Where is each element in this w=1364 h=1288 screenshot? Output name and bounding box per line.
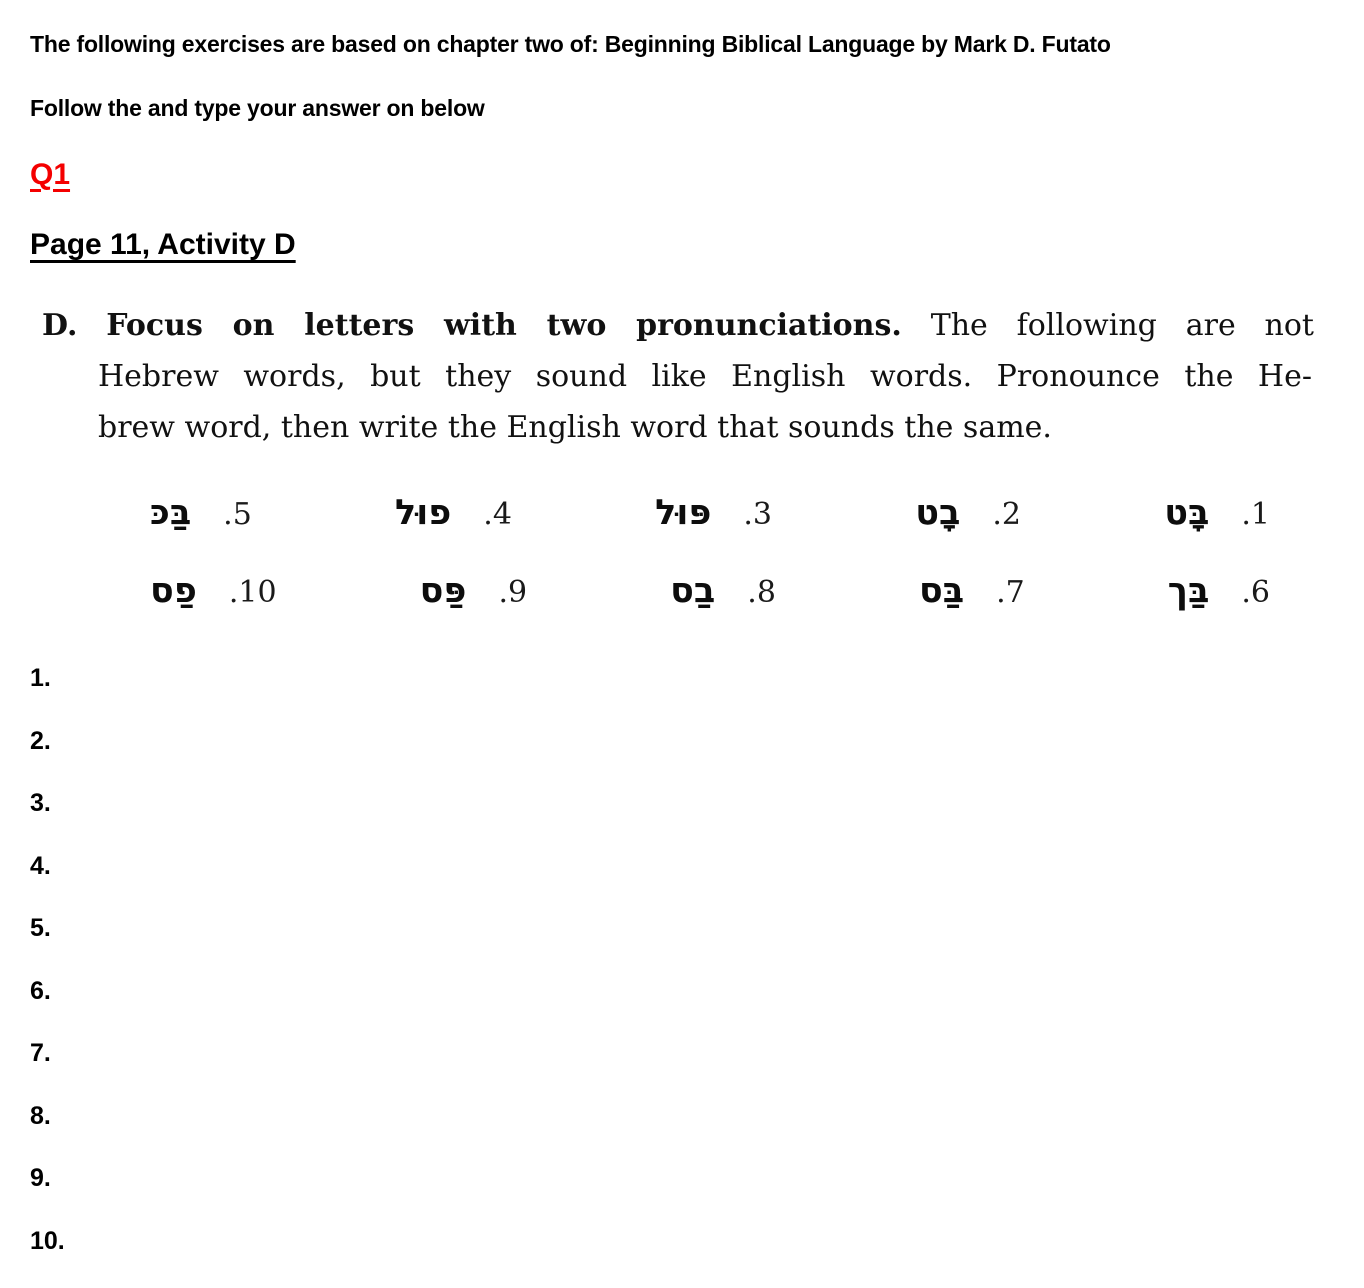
excerpt-line1-rest: The following are not [930,308,1314,343]
exercise-item-number: 2. [992,497,1021,532]
exercise-item-number: 6. [1241,575,1270,610]
hebrew-word: בַּכּ [150,493,192,533]
exercise-item-9: 9. פַּס [419,571,528,611]
excerpt-item-label: D. [42,308,78,343]
intro-text-line1: The following exercises are based on cha… [30,31,1111,57]
answer-line-4: 4. [30,851,51,880]
answer-line-5: 5. [30,914,51,942]
hebrew-word: פַּס [419,571,467,611]
answer-line-10: 10. [30,1226,65,1255]
exercise-item-number: 7. [996,575,1025,610]
answer-line-6: 6. [30,976,51,1005]
excerpt-line3: brew word, then write the English word t… [98,410,1052,445]
excerpt-heading: Focus on letters with two pronunciations… [106,308,902,343]
hebrew-word: בָּט [1164,493,1210,533]
excerpt-line1: D. Focus on letters with two pronunciati… [42,300,1314,351]
exercise-item-8: 8. בַס [670,571,776,611]
exercise-item-2: 2. בָט [915,493,1021,533]
hebrew-exercise-row-2: 6. בַּך 7. בַּס 8. בַס 9. פַּס 10. פַס [150,571,1270,611]
textbook-excerpt: D. Focus on letters with two pronunciati… [42,300,1314,453]
exercise-item-7: 7. בַּס [918,571,1025,611]
answer-line-1: 1. [30,664,51,692]
exercise-item-6: 6. בַּך [1167,571,1270,611]
exercise-item-4: 4. פוּל [395,493,512,533]
hebrew-word: בַּס [918,571,965,611]
exercise-item-number: 4. [483,497,512,532]
exercise-item-number: 1. [1241,497,1270,532]
exercise-item-1: 1. בָּט [1164,493,1270,533]
hebrew-word: פַס [150,571,197,611]
hebrew-word: פוּל [395,493,452,533]
answer-line-7: 7. [30,1039,51,1067]
intro-text-line2: Follow the and type your answer on below [30,95,485,121]
exercise-item-3: 3. פּוּל [655,493,772,533]
exercise-item-number: 3. [743,497,772,532]
excerpt-body: Hebrew words, but they sound like Englis… [98,351,1312,453]
page-activity-title: Page 11, Activity D [30,228,296,261]
hebrew-word: בַּך [1167,571,1210,611]
question-label: Q1 [30,158,71,191]
hebrew-exercise-row-1: 1. בָּט 2. בָט 3. פּוּל 4. פוּל 5. בַּכּ [150,493,1270,533]
hebrew-word: בַס [670,571,716,611]
answer-line-3: 3. [30,789,51,817]
exercise-item-5: 5. בַּכּ [150,493,252,533]
answer-list: 1. 2. 3. 4. 5. 6. 7. 8. 9. 10. [30,664,330,1288]
answer-line-2: 2. [30,726,51,755]
answer-line-8: 8. [30,1101,51,1130]
exercise-item-number: 10. [228,575,277,610]
hebrew-word: בָט [915,493,961,533]
hebrew-word: פּוּל [655,493,712,533]
excerpt-line2: Hebrew words, but they sound like Englis… [98,359,1312,394]
exercise-item-number: 8. [747,575,776,610]
exercise-item-10: 10. פַס [150,571,277,611]
exercise-item-number: 5. [223,497,252,532]
exercise-item-number: 9. [498,575,528,610]
answer-line-9: 9. [30,1164,51,1192]
